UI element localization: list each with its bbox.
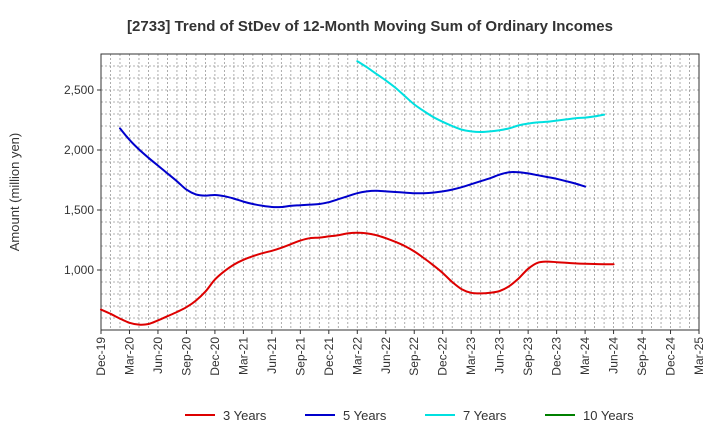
x-tick-label: Dec-24 <box>664 337 678 376</box>
x-tick-label: Sep-24 <box>635 337 649 376</box>
chart-title: [2733] Trend of StDev of 12-Month Moving… <box>127 18 613 35</box>
series-line-2 <box>119 127 587 209</box>
x-tick-label: Sep-22 <box>407 337 421 376</box>
x-tick-label: Mar-23 <box>464 337 478 375</box>
legend-label-2: 5 Years <box>343 408 387 423</box>
x-tick-label: Dec-20 <box>208 337 222 376</box>
legend: 3 Years 5 Years 7 Years 10 Years <box>185 408 634 423</box>
y-tick-label: 1,500 <box>64 203 94 217</box>
x-tick-label: Mar-20 <box>122 337 136 375</box>
x-tick-label: Sep-20 <box>179 337 193 376</box>
legend-label-4: 10 Years <box>583 408 634 423</box>
series-layer <box>100 60 615 326</box>
x-tick-label: Mar-21 <box>236 337 250 375</box>
y-tick-label: 2,500 <box>64 83 94 97</box>
y-tick-label: 2,000 <box>64 143 94 157</box>
x-tick-label: Jun-20 <box>151 337 165 374</box>
x-tick-label: Dec-21 <box>322 337 336 376</box>
x-tick-label: Jun-24 <box>607 337 621 374</box>
x-tick-label: Dec-19 <box>94 337 108 376</box>
legend-label-1: 3 Years <box>223 408 267 423</box>
x-tick-label: Sep-23 <box>521 337 535 376</box>
x-tick-label: Jun-22 <box>379 337 393 374</box>
plot-border <box>100 53 700 331</box>
x-tick-label: Dec-23 <box>550 337 564 376</box>
x-tick-label: Dec-22 <box>436 337 450 376</box>
x-tick-label: Mar-22 <box>350 337 364 375</box>
y-axis-label: Amount (million yen) <box>7 133 22 252</box>
y-tick-label: 1,000 <box>64 263 94 277</box>
x-tick-label: Sep-21 <box>293 337 307 376</box>
x-tick-label: Jun-23 <box>493 337 507 374</box>
grid <box>101 54 699 330</box>
x-tick-label: Mar-24 <box>578 337 592 375</box>
legend-label-3: 7 Years <box>463 408 507 423</box>
y-axis: 1,000 1,500 2,000 2,500 <box>64 83 101 277</box>
x-tick-label: Mar-25 <box>692 337 706 375</box>
series-line-1 <box>100 231 615 326</box>
series-line-3 <box>356 60 606 133</box>
x-tick-label: Jun-21 <box>265 337 279 374</box>
x-axis: Dec-19 Mar-20 Jun-20 Sep-20 Dec-20 Mar-21 Jun-… <box>94 330 706 376</box>
